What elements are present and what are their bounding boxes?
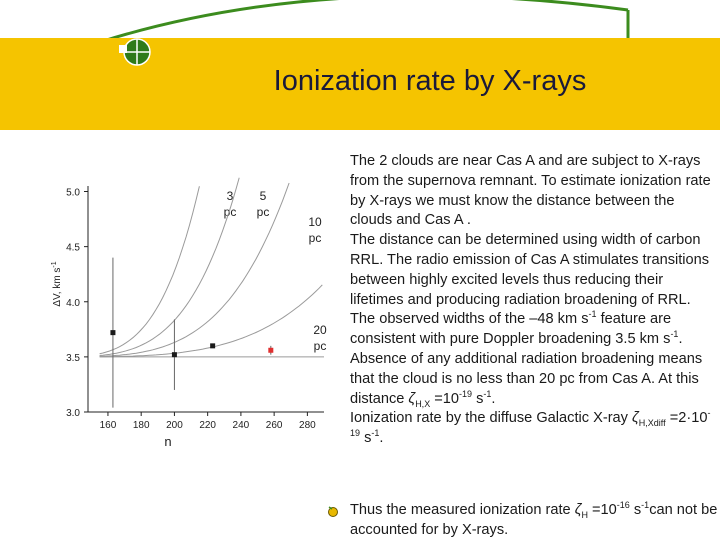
conclusion-text: Thus the measured ionization rate ζH =10… [350,500,718,538]
x-tick-label: 200 [166,420,183,431]
y-tick-label: 5.0 [66,188,80,199]
slide-title: Ionization rate by X-rays [273,65,587,97]
decor-lines [99,0,630,44]
curve-label-top: 5 [260,189,267,203]
body-text: The 2 clouds are near Cas A and are subj… [350,152,720,449]
decor-arc [99,0,629,44]
curve-label-bottom: pc [309,231,322,245]
data-point [210,343,216,349]
x-tick-label: 240 [233,420,250,431]
curve-line [99,177,240,356]
line-width-chart: 3.0 3.5 4.0 4.5 5.0 160 180 200 220 240 260 280 ΔV, … [51,177,327,449]
curve-label-bottom: pc [257,205,270,219]
curve-label-top: 3 [227,189,234,203]
curve-label-bottom: pc [314,339,327,353]
x-tick-label: 260 [266,420,283,431]
data-point [268,347,274,353]
x-tick-label: 220 [199,420,216,431]
x-tick-label: 160 [100,420,117,431]
paragraph-3: The observed widths of the –48 km s-1 fe… [350,309,683,348]
logo-globe-icon [119,38,151,66]
curve-label-top: 10 [308,215,322,229]
paragraph-5: Ionization rate by the diffuse Galactic … [350,408,711,447]
title-band [0,38,720,130]
data-point [171,352,177,358]
x-tick-label: 280 [299,420,316,431]
x-tick-label: 180 [133,420,150,431]
x-axis-label: n [164,434,171,449]
curve-line [99,182,290,357]
y-tick-label: 4.0 [66,298,80,309]
data-point [110,330,116,336]
curve-label-bottom: pc [224,205,237,219]
bullet-dot-icon [328,506,338,517]
y-tick-label: 4.5 [66,243,80,254]
y-tick-label: 3.0 [66,408,80,419]
y-tick-label: 3.5 [66,353,80,364]
paragraph-2: The distance can be determined using wid… [350,232,710,308]
paragraph-4: Absence of any additional radiation broa… [350,350,703,409]
curve-line [99,186,200,355]
paragraph-1: The 2 clouds are near Cas A and are subj… [350,153,711,229]
y-axis-label: ΔV, km s-1 [51,261,63,306]
curve-label-top: 20 [313,323,327,337]
